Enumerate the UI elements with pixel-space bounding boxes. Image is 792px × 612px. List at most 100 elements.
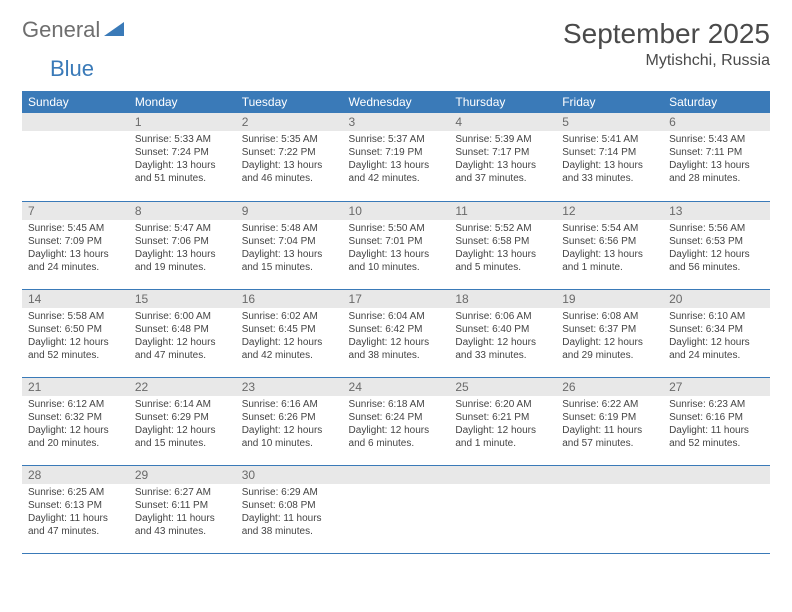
calendar-cell [22, 113, 129, 201]
sunset: Sunset: 7:24 PM [135, 146, 230, 159]
daylight: Daylight: 12 hours and 42 minutes. [242, 336, 337, 362]
sunset: Sunset: 6:29 PM [135, 411, 230, 424]
day-number: 26 [556, 378, 663, 396]
calendar-cell [449, 465, 556, 553]
day-number [663, 466, 770, 484]
calendar-cell: 7Sunrise: 5:45 AMSunset: 7:09 PMDaylight… [22, 201, 129, 289]
calendar-cell: 24Sunrise: 6:18 AMSunset: 6:24 PMDayligh… [343, 377, 450, 465]
cell-details: Sunrise: 5:37 AMSunset: 7:19 PMDaylight:… [343, 131, 450, 189]
cell-details: Sunrise: 5:33 AMSunset: 7:24 PMDaylight:… [129, 131, 236, 189]
daylight: Daylight: 13 hours and 42 minutes. [349, 159, 444, 185]
logo-triangle-icon [104, 18, 124, 41]
cell-details: Sunrise: 5:35 AMSunset: 7:22 PMDaylight:… [236, 131, 343, 189]
cell-details: Sunrise: 6:22 AMSunset: 6:19 PMDaylight:… [556, 396, 663, 454]
daylight: Daylight: 13 hours and 19 minutes. [135, 248, 230, 274]
daylight: Daylight: 12 hours and 15 minutes. [135, 424, 230, 450]
day-number: 30 [236, 466, 343, 484]
sunrise: Sunrise: 5:54 AM [562, 222, 657, 235]
sunrise: Sunrise: 5:37 AM [349, 133, 444, 146]
sunset: Sunset: 6:40 PM [455, 323, 550, 336]
calendar-cell: 14Sunrise: 5:58 AMSunset: 6:50 PMDayligh… [22, 289, 129, 377]
sunrise: Sunrise: 6:23 AM [669, 398, 764, 411]
calendar-cell: 5Sunrise: 5:41 AMSunset: 7:14 PMDaylight… [556, 113, 663, 201]
daylight: Daylight: 12 hours and 1 minute. [455, 424, 550, 450]
calendar-cell: 30Sunrise: 6:29 AMSunset: 6:08 PMDayligh… [236, 465, 343, 553]
sunrise: Sunrise: 5:35 AM [242, 133, 337, 146]
sunrise: Sunrise: 6:06 AM [455, 310, 550, 323]
sunrise: Sunrise: 6:20 AM [455, 398, 550, 411]
calendar-cell: 25Sunrise: 6:20 AMSunset: 6:21 PMDayligh… [449, 377, 556, 465]
daylight: Daylight: 11 hours and 52 minutes. [669, 424, 764, 450]
sunset: Sunset: 7:09 PM [28, 235, 123, 248]
calendar-cell: 2Sunrise: 5:35 AMSunset: 7:22 PMDaylight… [236, 113, 343, 201]
sunrise: Sunrise: 5:45 AM [28, 222, 123, 235]
day-header: Monday [129, 91, 236, 113]
sunset: Sunset: 6:24 PM [349, 411, 444, 424]
day-number [449, 466, 556, 484]
calendar-cell: 3Sunrise: 5:37 AMSunset: 7:19 PMDaylight… [343, 113, 450, 201]
day-number: 28 [22, 466, 129, 484]
calendar-cell: 11Sunrise: 5:52 AMSunset: 6:58 PMDayligh… [449, 201, 556, 289]
daylight: Daylight: 13 hours and 24 minutes. [28, 248, 123, 274]
sunrise: Sunrise: 5:50 AM [349, 222, 444, 235]
sunset: Sunset: 6:19 PM [562, 411, 657, 424]
day-number: 13 [663, 202, 770, 220]
sunset: Sunset: 6:32 PM [28, 411, 123, 424]
daylight: Daylight: 11 hours and 43 minutes. [135, 512, 230, 538]
sunset: Sunset: 6:53 PM [669, 235, 764, 248]
sunset: Sunset: 6:56 PM [562, 235, 657, 248]
sunset: Sunset: 6:42 PM [349, 323, 444, 336]
day-header: Friday [556, 91, 663, 113]
daylight: Daylight: 12 hours and 20 minutes. [28, 424, 123, 450]
cell-details: Sunrise: 5:52 AMSunset: 6:58 PMDaylight:… [449, 220, 556, 278]
day-number: 16 [236, 290, 343, 308]
sunrise: Sunrise: 5:43 AM [669, 133, 764, 146]
calendar-cell: 16Sunrise: 6:02 AMSunset: 6:45 PMDayligh… [236, 289, 343, 377]
sunset: Sunset: 6:45 PM [242, 323, 337, 336]
sunset: Sunset: 7:11 PM [669, 146, 764, 159]
cell-details: Sunrise: 6:10 AMSunset: 6:34 PMDaylight:… [663, 308, 770, 366]
calendar-cell: 27Sunrise: 6:23 AMSunset: 6:16 PMDayligh… [663, 377, 770, 465]
sunrise: Sunrise: 5:52 AM [455, 222, 550, 235]
day-number: 11 [449, 202, 556, 220]
day-number: 14 [22, 290, 129, 308]
sunset: Sunset: 7:01 PM [349, 235, 444, 248]
calendar-cell: 22Sunrise: 6:14 AMSunset: 6:29 PMDayligh… [129, 377, 236, 465]
calendar-cell: 28Sunrise: 6:25 AMSunset: 6:13 PMDayligh… [22, 465, 129, 553]
sunset: Sunset: 7:14 PM [562, 146, 657, 159]
calendar-week: 14Sunrise: 5:58 AMSunset: 6:50 PMDayligh… [22, 289, 770, 377]
daylight: Daylight: 12 hours and 47 minutes. [135, 336, 230, 362]
daylight: Daylight: 12 hours and 33 minutes. [455, 336, 550, 362]
sunset: Sunset: 7:06 PM [135, 235, 230, 248]
daylight: Daylight: 12 hours and 24 minutes. [669, 336, 764, 362]
calendar-cell: 19Sunrise: 6:08 AMSunset: 6:37 PMDayligh… [556, 289, 663, 377]
day-number: 12 [556, 202, 663, 220]
cell-details: Sunrise: 6:16 AMSunset: 6:26 PMDaylight:… [236, 396, 343, 454]
sunrise: Sunrise: 5:41 AM [562, 133, 657, 146]
sunrise: Sunrise: 6:22 AM [562, 398, 657, 411]
sunset: Sunset: 6:58 PM [455, 235, 550, 248]
daylight: Daylight: 13 hours and 51 minutes. [135, 159, 230, 185]
calendar-cell: 1Sunrise: 5:33 AMSunset: 7:24 PMDaylight… [129, 113, 236, 201]
calendar-cell: 18Sunrise: 6:06 AMSunset: 6:40 PMDayligh… [449, 289, 556, 377]
calendar-cell: 21Sunrise: 6:12 AMSunset: 6:32 PMDayligh… [22, 377, 129, 465]
cell-details: Sunrise: 5:48 AMSunset: 7:04 PMDaylight:… [236, 220, 343, 278]
calendar-cell: 10Sunrise: 5:50 AMSunset: 7:01 PMDayligh… [343, 201, 450, 289]
cell-details: Sunrise: 6:06 AMSunset: 6:40 PMDaylight:… [449, 308, 556, 366]
daylight: Daylight: 11 hours and 57 minutes. [562, 424, 657, 450]
cell-details: Sunrise: 5:58 AMSunset: 6:50 PMDaylight:… [22, 308, 129, 366]
sunrise: Sunrise: 6:16 AM [242, 398, 337, 411]
daylight: Daylight: 13 hours and 10 minutes. [349, 248, 444, 274]
calendar-cell: 17Sunrise: 6:04 AMSunset: 6:42 PMDayligh… [343, 289, 450, 377]
cell-details: Sunrise: 6:00 AMSunset: 6:48 PMDaylight:… [129, 308, 236, 366]
cell-details: Sunrise: 6:04 AMSunset: 6:42 PMDaylight:… [343, 308, 450, 366]
day-number: 20 [663, 290, 770, 308]
sunset: Sunset: 6:34 PM [669, 323, 764, 336]
sunset: Sunset: 6:37 PM [562, 323, 657, 336]
day-number [343, 466, 450, 484]
day-number: 5 [556, 113, 663, 131]
sunset: Sunset: 6:48 PM [135, 323, 230, 336]
daylight: Daylight: 12 hours and 29 minutes. [562, 336, 657, 362]
day-number: 19 [556, 290, 663, 308]
day-number: 22 [129, 378, 236, 396]
